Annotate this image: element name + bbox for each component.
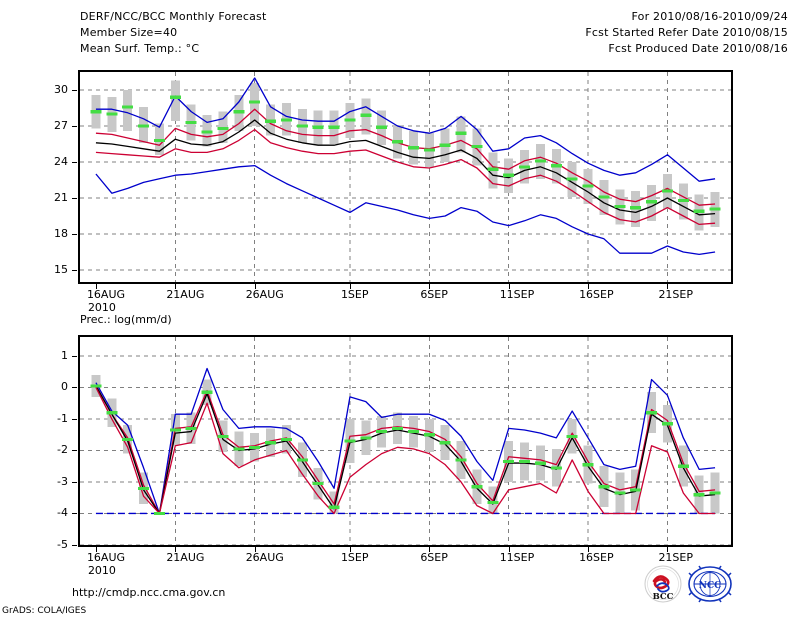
logo-group: BCC NCC [644, 565, 732, 603]
ncc-logo-icon: NCC [688, 565, 732, 603]
x-tick-mark [508, 284, 510, 289]
x-tick-label: 21SEP [658, 288, 694, 301]
x-tick-label: 16SEP [579, 288, 614, 301]
bcc-logo-icon: BCC [644, 565, 682, 603]
y-tick-label: 21 [54, 191, 68, 204]
y-tick-label: 1 [61, 348, 68, 362]
x-tick-mark [95, 284, 97, 289]
x-tick-label: 11SEP [499, 551, 535, 564]
grads-credit: GrADS: COLA/IGES [2, 606, 87, 616]
x-tick-mark [588, 284, 590, 289]
x-axis-year-label: 2010 [87, 564, 116, 577]
y-tick-mark [72, 450, 77, 452]
y-tick-mark [72, 545, 77, 546]
y-tick-label: 0 [61, 380, 68, 394]
x-tick-label: 26AUG [245, 288, 284, 301]
x-tick-mark [429, 547, 431, 552]
y-tick-mark [72, 90, 77, 91]
x-tick-mark [667, 284, 669, 289]
x-tick-label: 6SEP [420, 551, 448, 564]
agency-logos: BCC NCC [640, 564, 750, 606]
x-tick-mark [349, 284, 351, 289]
bcc-logo-text: BCC [653, 592, 674, 602]
y-tick-mark [72, 387, 77, 389]
y-tick-label: 15 [54, 263, 68, 276]
x-tick-label: 1SEP [340, 288, 369, 301]
precipitation-panel-title: Prec.: log(mm/d) [80, 313, 172, 326]
x-tick-label: 26AUG [245, 551, 284, 564]
y-tick-mark [72, 481, 77, 483]
y-tick-label: 24 [54, 155, 68, 168]
page-title: DERF/NCC/BCC Monthly Forecast [80, 10, 267, 23]
x-tick-mark [508, 547, 510, 552]
y-tick-mark [72, 270, 77, 271]
x-tick-mark [254, 547, 256, 552]
forecast-period-label: For 2010/08/16-2010/09/24 [631, 10, 788, 23]
y-tick-mark [72, 355, 77, 357]
precipitation-plot-panel [78, 335, 733, 547]
source-url[interactable]: http://cmdp.ncc.cma.gov.cn [72, 586, 226, 599]
y-tick-mark [72, 513, 77, 515]
x-tick-mark [254, 284, 256, 289]
x-tick-mark [95, 547, 97, 552]
x-tick-mark [349, 547, 351, 552]
x-tick-label: 1SEP [340, 551, 369, 564]
y-tick-label: -4 [57, 506, 68, 520]
y-tick-label: -1 [57, 411, 68, 425]
produced-date-label: Fcst Produced Date 2010/08/16 [608, 42, 788, 55]
x-tick-mark [667, 547, 669, 552]
ncc-logo-text: NCC [699, 581, 722, 591]
y-tick-label: 30 [54, 83, 68, 96]
x-tick-label: 11SEP [499, 288, 535, 301]
x-tick-mark [175, 284, 177, 289]
y-tick-label: 27 [54, 119, 68, 132]
y-tick-mark [72, 198, 77, 199]
x-tick-label: 16SEP [579, 551, 614, 564]
x-tick-label: 16AUG [86, 551, 126, 564]
y-tick-mark [72, 162, 77, 163]
x-tick-mark [175, 547, 177, 552]
x-tick-label: 21SEP [658, 551, 694, 564]
x-tick-mark [588, 547, 590, 552]
x-tick-label: 6SEP [420, 288, 448, 301]
y-tick-label: -5 [57, 538, 68, 551]
precipitation-plot-canvas [80, 337, 731, 545]
y-tick-label: -3 [57, 474, 68, 488]
y-tick-label: 18 [54, 227, 68, 240]
y-tick-mark [72, 234, 77, 235]
refer-date-label: Fcst Started Refer Date 2010/08/15 [585, 26, 788, 39]
temperature-plot-panel [78, 70, 733, 284]
member-size-label: Member Size=40 [80, 26, 178, 39]
temp-panel-title: Mean Surf. Temp.: °C [80, 42, 200, 55]
x-axis-year-label: 2010 [87, 301, 116, 314]
y-tick-mark [72, 418, 77, 420]
y-tick-mark [72, 126, 77, 127]
y-tick-label: -2 [57, 443, 68, 457]
x-tick-label: 21AUG [166, 551, 205, 564]
x-tick-label: 21AUG [166, 288, 205, 301]
x-tick-mark [429, 284, 431, 289]
temperature-plot-canvas [80, 72, 731, 282]
x-tick-label: 16AUG [86, 288, 126, 301]
